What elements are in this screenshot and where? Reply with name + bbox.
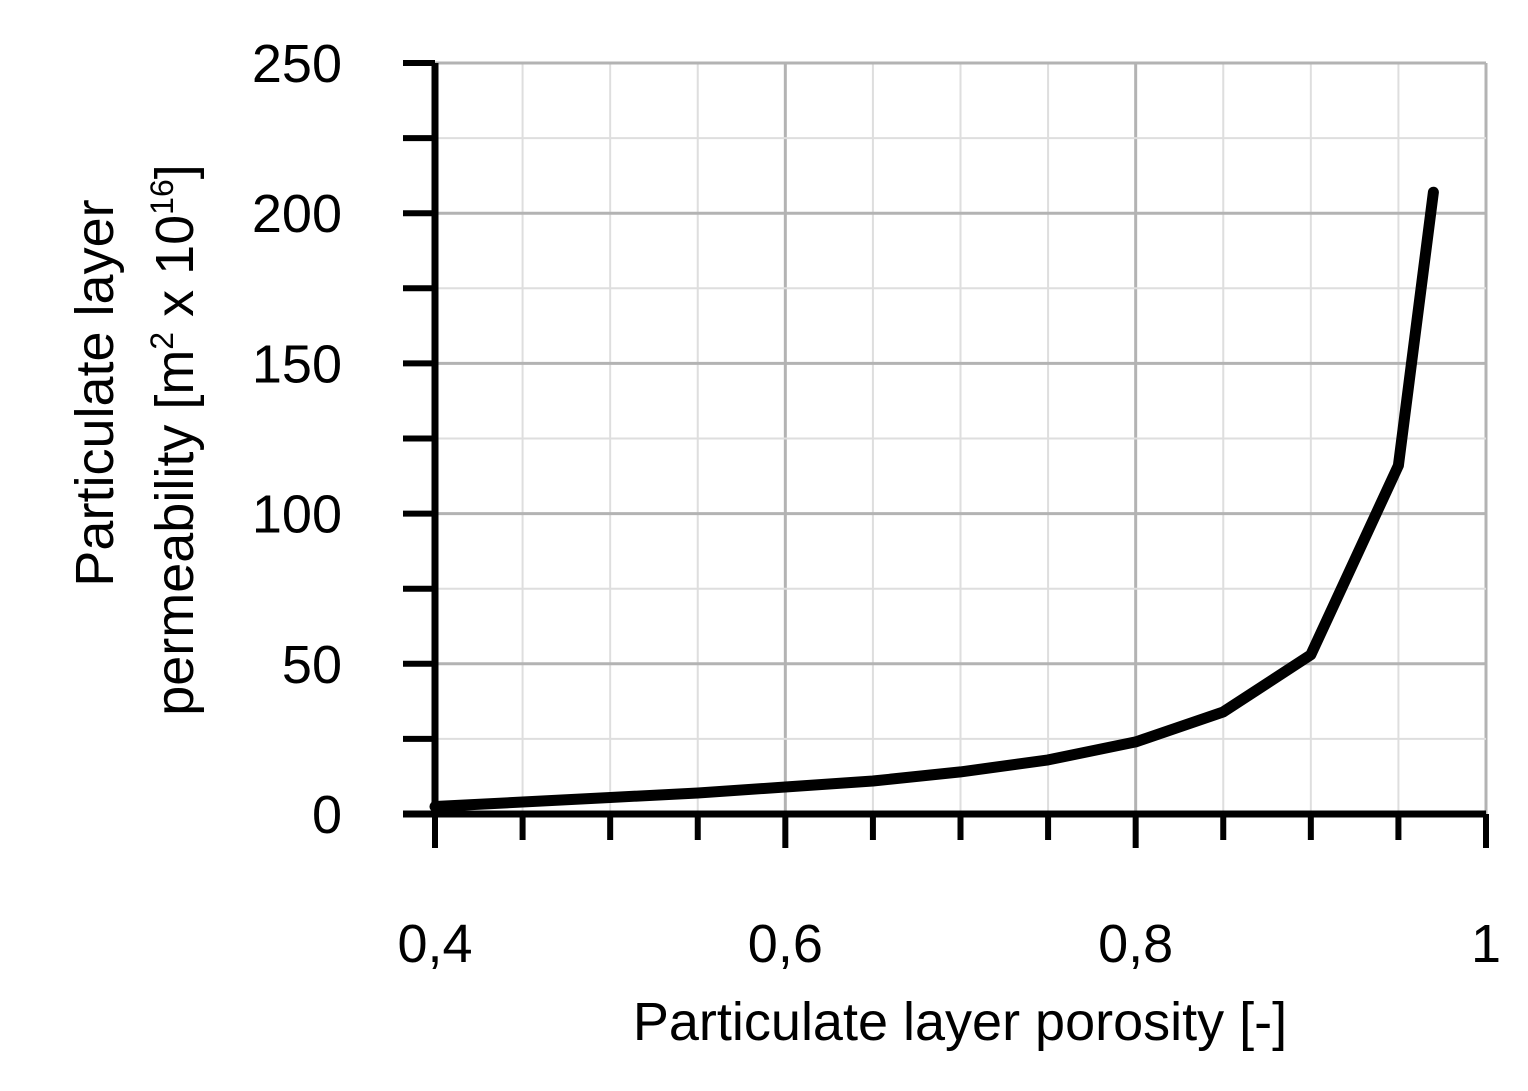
series <box>429 186 1439 812</box>
y-tick-label: 150 <box>252 334 342 394</box>
x-tick-label: 0,4 <box>397 914 472 974</box>
x-tick-label: 0,8 <box>1098 914 1173 974</box>
series-line <box>429 186 1439 812</box>
y-tick-label: 0 <box>312 785 342 845</box>
y-axis-title-line1: Particulate layer <box>65 199 125 586</box>
axes <box>403 63 1486 818</box>
x-tick-label: 1 <box>1471 914 1501 974</box>
y-tick-label: 250 <box>252 34 342 94</box>
y-axis-title-line2-suffix: ] <box>145 164 205 179</box>
ticks <box>403 60 1489 848</box>
y-axis-title-sup-2: 16 <box>144 179 180 215</box>
x-axis-title: Particulate layer porosity [-] <box>633 992 1287 1052</box>
tick-labels: 0 50 100 150 200 250 0,4 0,6 0,8 1 <box>252 34 1501 974</box>
grid <box>435 61 1488 814</box>
y-axis-title-line2: permeability [m2 x 1016] <box>144 164 205 716</box>
x-tick-label: 0,6 <box>748 914 823 974</box>
y-axis-title-line2-mid: x 10 <box>145 215 205 332</box>
y-tick-label: 100 <box>252 485 342 545</box>
y-tick-label: 50 <box>282 635 342 695</box>
y-axis-title-line2-prefix: permeability [m <box>145 350 205 716</box>
y-tick-label: 200 <box>252 184 342 244</box>
y-axis-title-sup-1: 2 <box>144 332 180 350</box>
